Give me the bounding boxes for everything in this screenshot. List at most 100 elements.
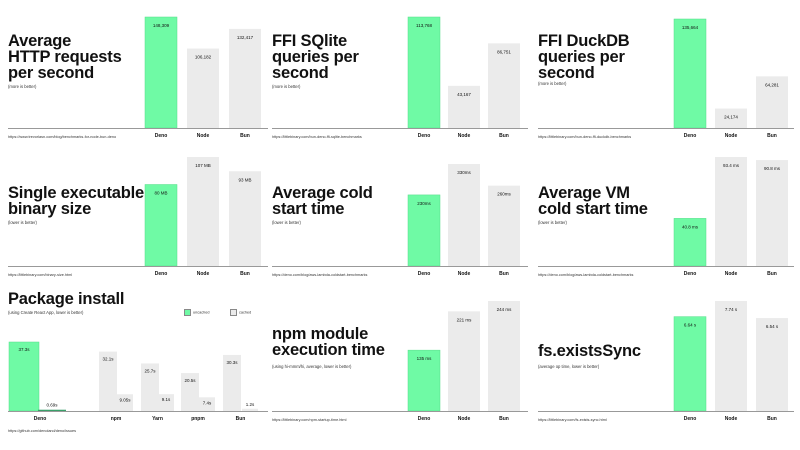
category-label: Bun — [767, 416, 777, 422]
bar-node — [448, 311, 480, 411]
panel-subtitle: (more is better) — [538, 81, 567, 86]
data-label: 86,751 — [497, 49, 511, 54]
data-label: 7.4s — [203, 400, 212, 405]
panel-source: https://github.com/denoland/deno/issues — [8, 429, 76, 433]
panel-title: npm module execution time — [272, 326, 385, 359]
category-label: Bun — [767, 271, 777, 277]
panel-sqlite: FFI SQlite queries per second (more is b… — [272, 17, 527, 142]
bar-bun — [488, 43, 520, 129]
data-label: 32.1s — [102, 357, 114, 362]
bar-bun — [229, 28, 261, 129]
axis-baseline — [272, 128, 528, 129]
panel-vm: Average VM cold start time (lower is bet… — [538, 155, 793, 280]
bar-bun — [488, 301, 520, 411]
data-label: 6.54 s — [766, 324, 779, 329]
title-line: queries per — [272, 48, 359, 66]
category-label: Node — [725, 271, 738, 277]
panel-source: https://littlebinary.com/bun-deno-ffi-du… — [538, 135, 632, 139]
panel-title: fs.existsSync — [538, 343, 641, 360]
title-line: Average VM — [538, 184, 630, 202]
bar-deno-cached — [38, 409, 66, 411]
axis-baseline — [538, 266, 794, 267]
panel-source: https://littlebinary.com/binary-size.htm… — [8, 273, 73, 277]
category-label: Bun — [767, 133, 777, 139]
title-line: cold start time — [538, 200, 648, 218]
bar-deno — [673, 18, 707, 129]
panel-subtitle: (average op time, lower is better) — [538, 364, 600, 369]
panel-title: Average VM cold start time — [538, 184, 648, 218]
panel-title: Average cold start time — [272, 185, 373, 218]
data-label: 20.5s — [184, 378, 196, 383]
panel-binary: Single executable binary size (lower is … — [8, 155, 263, 280]
category-label: Node — [197, 133, 210, 139]
category-label: pnpm — [191, 416, 205, 422]
axis-baseline — [8, 266, 268, 267]
bar-deno — [673, 218, 707, 267]
panel-install: Package install (using Create React App,… — [8, 291, 268, 441]
data-label: 93.4 ms — [723, 163, 740, 168]
data-label: 90.8 ms — [764, 166, 781, 171]
panel-fs: fs.existsSync (average op time, lower is… — [538, 291, 793, 441]
bar-node — [715, 157, 747, 266]
category-label: Deno — [684, 416, 697, 422]
panel-subtitle: (using hi-mmm/hi, average, lower is bett… — [272, 364, 352, 369]
bar-bun — [756, 160, 788, 266]
panel-subtitle: (lower is better) — [538, 220, 567, 225]
panel-title: FFI DuckDB queries per second — [538, 33, 630, 82]
data-label: 43,167 — [457, 92, 471, 97]
data-label: 25.7s — [144, 368, 156, 373]
category-label: Deno — [684, 271, 697, 277]
axis-baseline — [272, 411, 528, 412]
legend-label: uncached — [193, 310, 210, 315]
title-line: start time — [272, 200, 345, 218]
bar-npm-uncached — [99, 351, 117, 411]
category-label: Bun — [240, 133, 250, 139]
bar-bun-cached — [242, 408, 258, 411]
bar-node — [187, 48, 219, 129]
data-label: 1.2s — [246, 402, 255, 407]
data-label: 107 MB — [195, 163, 211, 168]
bar-pnpm-uncached — [181, 373, 199, 411]
data-label: 132,417 — [237, 35, 254, 40]
bar-deno — [407, 16, 441, 129]
bar-bun-uncached — [223, 354, 241, 411]
category-label: Node — [458, 416, 471, 422]
bar-deno-uncached — [8, 341, 40, 412]
title-line: Average — [8, 32, 72, 50]
legend-label: cached — [239, 310, 252, 315]
bar-deno — [407, 349, 441, 412]
panel-title: FFI SQlite queries per second — [272, 33, 359, 82]
category-label: Node — [725, 416, 738, 422]
title-line: Single executable — [8, 184, 144, 202]
category-label: Deno — [155, 271, 168, 277]
category-label: Node — [458, 271, 471, 277]
panel-subtitle: (more is better) — [8, 84, 37, 89]
title-line: second — [272, 64, 329, 82]
data-label: 7.74 s — [725, 307, 738, 312]
bar-node — [187, 157, 219, 266]
panel-source: https://deno.com/blog/aws-lambda-coldsta… — [272, 273, 368, 277]
data-label: 135,664 — [682, 25, 699, 30]
category-label: Node — [458, 133, 471, 139]
category-label: Node — [197, 271, 210, 277]
legend-cached: cached — [230, 309, 251, 316]
category-label: Deno — [418, 133, 431, 139]
data-label: 330ms — [457, 170, 471, 175]
category-label: npm — [111, 416, 122, 422]
data-label: 30.3s — [226, 360, 238, 365]
title-line: per second — [8, 64, 95, 82]
data-label: 135 ms — [417, 356, 433, 361]
data-label: 64,281 — [765, 82, 779, 87]
data-label: 106,182 — [195, 55, 212, 60]
title-line: second — [538, 64, 595, 82]
panel-source: https://littlebinary.com/bun-deno-ffi-sq… — [272, 135, 362, 139]
category-label: Deno — [418, 271, 431, 277]
panel-title: Average HTTP requests per second — [8, 32, 122, 82]
panel-subtitle: (using Create React App, lower is better… — [8, 310, 84, 315]
data-label: 6.64 s — [684, 323, 697, 328]
category-label: Bun — [499, 271, 509, 277]
bar-deno — [673, 316, 707, 412]
bar-node — [715, 301, 747, 411]
data-label: 0.69s — [46, 403, 58, 408]
